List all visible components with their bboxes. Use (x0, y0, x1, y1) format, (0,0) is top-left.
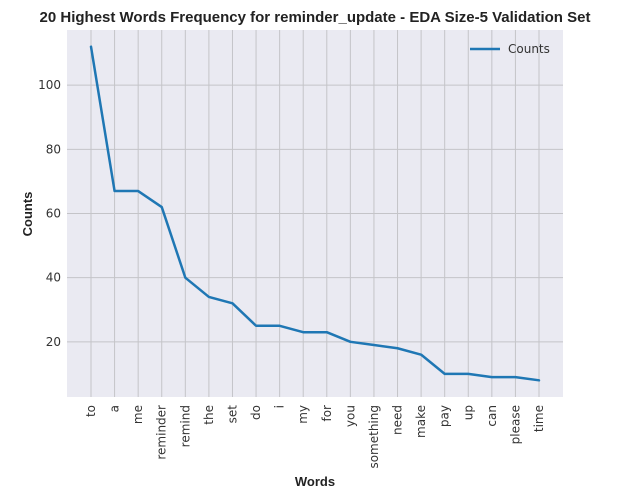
x-tick-label: do (249, 405, 263, 420)
x-axis-label: Words (295, 474, 335, 489)
y-tick-label: 20 (46, 335, 61, 349)
y-axis-label: Counts (20, 192, 35, 237)
x-tick-label: i (273, 405, 287, 408)
x-tick-label: remind (178, 405, 192, 447)
y-tick-label: 80 (46, 142, 61, 156)
x-tick-label: to (84, 405, 98, 417)
x-tick-label: set (225, 405, 239, 424)
series-line-counts (89, 45, 541, 382)
x-tick-label: up (461, 405, 475, 420)
x-tick-label: me (131, 405, 145, 424)
y-tick-label: 60 (46, 207, 61, 221)
x-tick-label: you (343, 405, 357, 427)
x-tick-label: something (367, 405, 381, 469)
chart-title: 20 Highest Words Frequency for reminder_… (40, 9, 591, 26)
x-tick-label: make (414, 405, 428, 438)
legend-label: Counts (508, 42, 550, 56)
x-tick-label: can (485, 405, 499, 427)
x-tick-label: need (391, 405, 405, 435)
x-tick-label: a (108, 405, 122, 412)
x-tick-label: reminder (155, 405, 169, 460)
x-tick-label: time (532, 405, 546, 432)
x-tick-label: please (508, 405, 522, 444)
x-tick-label: for (320, 405, 334, 422)
x-tick-label: pay (438, 405, 452, 427)
y-tick-label: 40 (46, 271, 61, 285)
y-tick-labels: 20 40 60 80 100 (38, 78, 61, 349)
x-tick-labels: to a me reminder remind the set do i my for you some… (84, 405, 546, 469)
x-tick-label: the (202, 405, 216, 425)
grid (67, 30, 563, 397)
y-tick-label: 100 (38, 78, 61, 92)
series-layer (89, 45, 541, 382)
x-tick-label: my (296, 405, 310, 424)
legend: Counts (470, 42, 550, 56)
